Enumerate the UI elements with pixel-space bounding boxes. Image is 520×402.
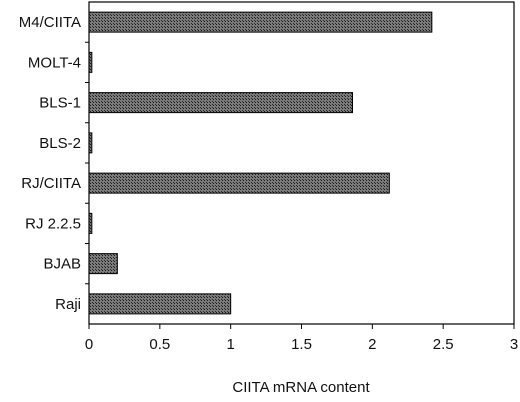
x-axis-ticks: 0 0.5 1 1.5 2 2.5 3 bbox=[85, 324, 518, 353]
x-axis-title: CIITA mRNA content bbox=[232, 379, 370, 396]
category-label: BLS-1 bbox=[39, 95, 81, 112]
bars-group bbox=[85, 11, 433, 315]
category-label: MOLT-4 bbox=[28, 54, 81, 71]
bar-m4-ciita bbox=[88, 11, 433, 33]
bar-bjab bbox=[88, 253, 118, 275]
bar-raji bbox=[88, 293, 232, 315]
category-label: M4/CIITA bbox=[19, 14, 81, 31]
plot-frame bbox=[88, 1, 515, 325]
category-label: BJAB bbox=[43, 256, 81, 273]
x-tick-label: 3 bbox=[510, 336, 518, 353]
bar-bls-2 bbox=[88, 132, 93, 154]
category-label: RJ 2.2.5 bbox=[25, 215, 81, 232]
x-tick-label: 2 bbox=[368, 336, 376, 353]
x-tick-label: 2.5 bbox=[433, 336, 454, 353]
x-tick-label: 1.5 bbox=[291, 336, 312, 353]
category-label: Raji bbox=[55, 296, 81, 313]
category-labels: M4/CIITA MOLT-4 BLS-1 BLS-2 RJ/CIITA RJ 2.2.5… bbox=[19, 14, 81, 313]
x-tick-label: 0 bbox=[85, 336, 93, 353]
bar-rj-ciita bbox=[88, 172, 390, 194]
bar-molt-4 bbox=[88, 51, 93, 73]
category-label: BLS-2 bbox=[39, 135, 81, 152]
bar-bls-1 bbox=[88, 92, 353, 114]
x-tick-label: 1 bbox=[226, 336, 234, 353]
bar-rj-2-2-5 bbox=[88, 212, 93, 234]
category-label: RJ/CIITA bbox=[21, 175, 81, 192]
x-tick-label: 0.5 bbox=[149, 336, 170, 353]
